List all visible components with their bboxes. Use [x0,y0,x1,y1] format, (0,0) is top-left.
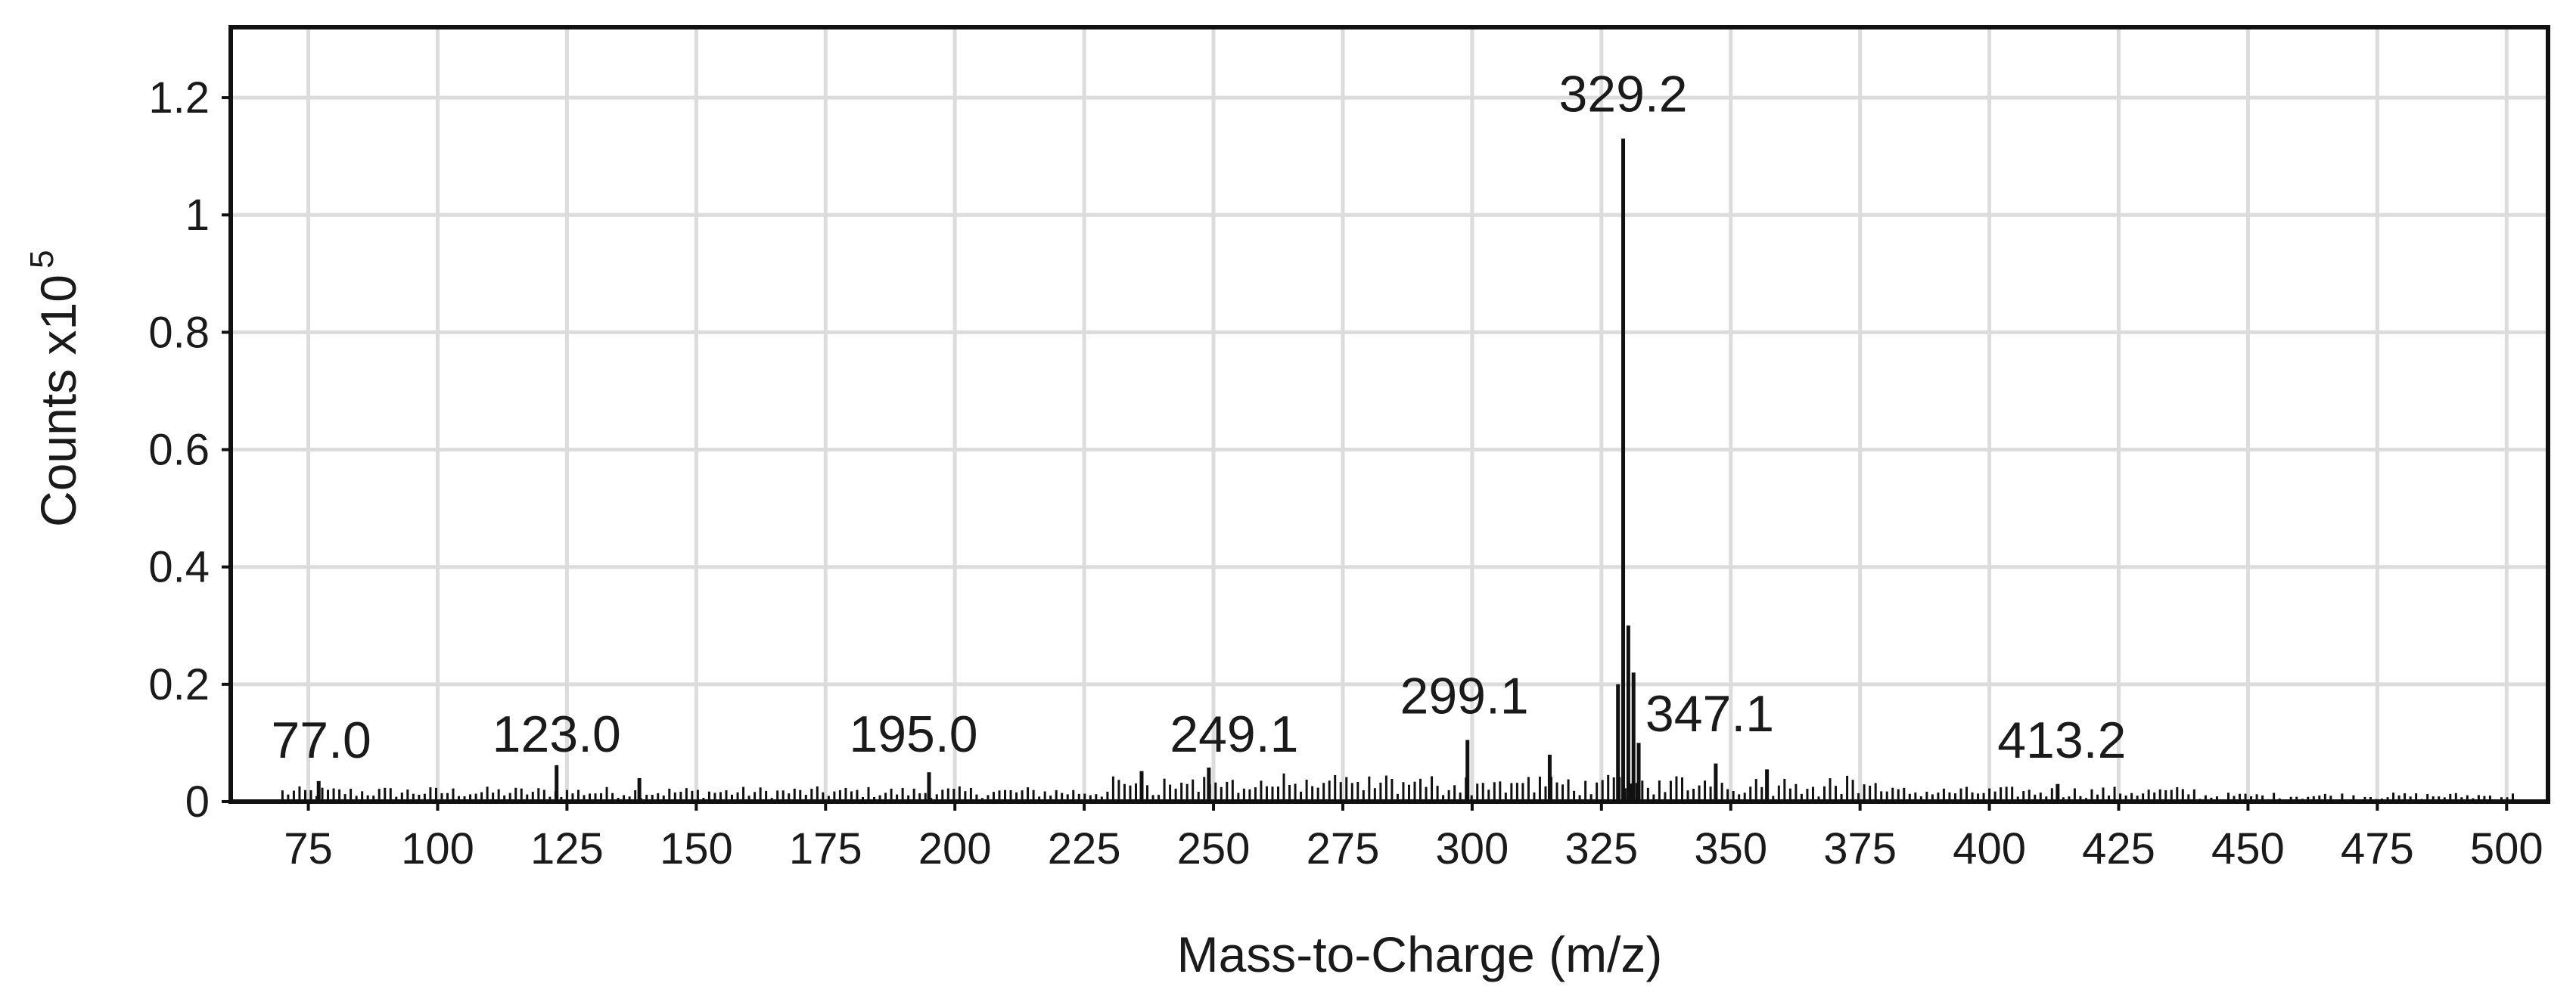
x-tick-label: 325 [1565,824,1638,873]
peak-label: 249.1 [1170,706,1298,763]
y-tick-label: 0.2 [148,660,210,709]
x-tick-label: 75 [284,824,333,873]
x-tick-label: 100 [401,824,474,873]
y-axis-exponent: 5 [23,250,61,268]
x-tick-label: 400 [1953,824,2026,873]
peak-annotations: 77.0 123.0 195.0 249.1 299.1 329.2 347.1 413.2 [271,65,2126,768]
y-tick-label: 0.4 [148,543,210,592]
y-axis-title: Counts x10 [30,275,86,527]
peak-label: 329.2 [1558,65,1687,123]
x-tick-label: 225 [1048,824,1121,873]
x-tick-label: 425 [2082,824,2155,873]
spectrum-peaks [316,138,2060,802]
peak-label: 77.0 [271,712,371,769]
y-tick-label: 1.2 [148,73,210,123]
baseline-noise [281,773,2515,802]
x-axis-title: Mass-to-Charge (m/z) [1177,926,1663,982]
y-tick-label: 0.6 [148,426,210,475]
x-tick-label: 275 [1307,824,1380,873]
x-tick-label: 350 [1694,824,1767,873]
peak-label: 299.1 [1400,668,1529,725]
x-tick-label: 200 [918,824,992,873]
peak-label: 413.2 [1997,712,2126,769]
y-axis-title-group: Counts x10 5 [23,250,86,527]
grid-lines [231,27,2548,802]
x-tick-label: 150 [660,824,733,873]
peak-label: 347.1 [1645,685,1774,743]
y-tick-label: 0.8 [148,308,210,357]
plot-frame [228,25,2550,804]
x-tick-label: 500 [2470,824,2543,873]
y-axis-ticks: 0 0.2 0.4 0.6 0.8 1 1.2 [148,73,231,827]
x-tick-label: 375 [1823,824,1897,873]
x-tick-label: 450 [2211,824,2285,873]
peak-label: 195.0 [849,706,977,763]
x-tick-label: 125 [530,824,604,873]
peak-label: 123.0 [493,706,621,763]
x-tick-label: 475 [2341,824,2414,873]
x-tick-label: 300 [1436,824,1509,873]
x-tick-label: 250 [1177,824,1251,873]
x-axis-ticks: 75 100 125 150 175 200 225 250 275 300 325 350 375 40… [284,802,2543,873]
x-tick-label: 175 [789,824,862,873]
y-tick-label: 0 [185,777,210,827]
y-tick-label: 1 [185,191,210,240]
